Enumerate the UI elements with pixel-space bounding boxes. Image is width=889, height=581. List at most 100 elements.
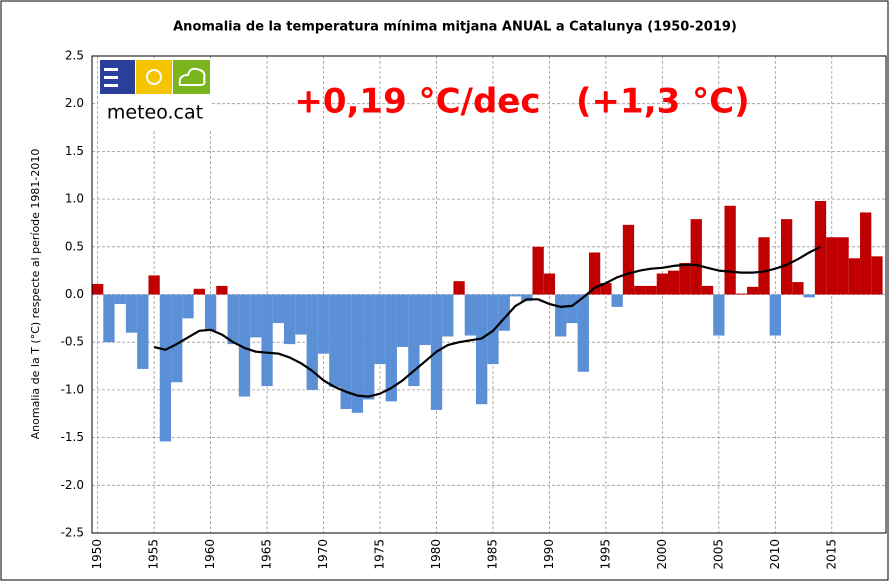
plot-border xyxy=(91,55,887,534)
x-tick-label: 2015 xyxy=(824,539,838,570)
bar xyxy=(735,293,748,295)
bar xyxy=(476,294,488,405)
x-tick-label: 2010 xyxy=(768,539,782,570)
logo-line xyxy=(104,84,118,87)
bar xyxy=(442,294,454,337)
bar xyxy=(543,273,556,295)
y-tick-label: -2.0 xyxy=(61,478,84,492)
bar xyxy=(577,294,589,372)
logo-line xyxy=(104,68,118,71)
bar xyxy=(532,246,544,295)
bar xyxy=(701,285,714,295)
bar xyxy=(679,263,691,295)
bar xyxy=(295,294,307,335)
bar xyxy=(566,294,578,324)
bar xyxy=(871,256,883,295)
bar xyxy=(600,283,612,295)
bar xyxy=(780,219,793,295)
x-tick-label: 1965 xyxy=(260,539,274,570)
bar xyxy=(137,294,149,369)
bar xyxy=(645,285,657,295)
y-tick-label: 1.5 xyxy=(65,144,84,158)
bar xyxy=(498,294,510,331)
bar xyxy=(317,294,330,354)
x-tick-label: 1990 xyxy=(542,539,556,570)
bar xyxy=(803,294,815,298)
bar xyxy=(555,294,567,337)
plot-area: -2.5 -2.0 -1.5 -1.0 -0.5 0.0 0.5 1.0 1.5 2.0 2.5 19… xyxy=(61,49,887,570)
bar xyxy=(419,294,431,346)
bar xyxy=(656,273,669,295)
bar xyxy=(103,294,115,343)
logo-yellow xyxy=(136,60,172,94)
x-tick-label: 2000 xyxy=(655,539,669,570)
bar xyxy=(159,294,172,442)
logo-sun xyxy=(146,69,162,85)
x-tick-label: 1975 xyxy=(373,539,387,570)
bar xyxy=(125,294,138,333)
logo-text: meteo.cat xyxy=(107,102,203,124)
bar xyxy=(272,294,285,324)
bar xyxy=(634,285,646,295)
bar xyxy=(92,284,104,295)
y-tick-label: -0.5 xyxy=(61,335,84,349)
logo-line xyxy=(104,76,118,79)
logo-cloud xyxy=(178,67,206,86)
y-axis-label: Anomalia de la T (°C) respecte al períod… xyxy=(29,149,42,440)
x-tick-label: 1955 xyxy=(147,539,161,570)
bar xyxy=(622,224,635,295)
bar xyxy=(826,237,838,295)
bar xyxy=(363,294,375,400)
bar xyxy=(306,294,318,390)
x-tick-label: 2005 xyxy=(711,539,725,570)
bar xyxy=(385,294,397,402)
bar xyxy=(690,219,702,295)
bar xyxy=(408,294,420,387)
x-tick-label: 1960 xyxy=(203,539,217,570)
bar xyxy=(713,294,725,336)
bar xyxy=(238,294,251,397)
bar xyxy=(114,294,126,305)
bar xyxy=(284,294,296,345)
bar xyxy=(396,294,409,347)
bar xyxy=(611,294,623,307)
bar xyxy=(250,294,262,338)
bar xyxy=(837,237,849,295)
x-tick-label: 1970 xyxy=(316,539,330,570)
x-tick-label: 1995 xyxy=(598,539,612,570)
y-tick-label: 0.5 xyxy=(65,239,84,253)
y-tick-label: 1.0 xyxy=(65,192,84,206)
bar xyxy=(216,285,228,295)
bar xyxy=(340,294,352,409)
bar xyxy=(329,294,341,388)
trend-line xyxy=(153,245,821,398)
bar xyxy=(509,294,522,297)
bar xyxy=(374,294,386,365)
bar xyxy=(521,294,533,302)
x-tick-label: 1985 xyxy=(485,539,499,570)
bar xyxy=(668,270,680,295)
y-tick-label: -1.0 xyxy=(61,382,84,396)
y-tick-label: -2.5 xyxy=(61,526,84,540)
bar xyxy=(182,294,194,319)
x-tick-label: 1950 xyxy=(90,539,104,570)
bar xyxy=(204,294,217,331)
bar xyxy=(848,258,861,295)
bar xyxy=(747,286,759,295)
x-tick-label: 1980 xyxy=(429,539,443,570)
bar xyxy=(758,237,770,295)
y-tick-label: -1.5 xyxy=(61,430,84,444)
logo: meteo.cat xyxy=(98,58,212,130)
bar xyxy=(724,205,736,295)
bar xyxy=(588,252,601,295)
bar xyxy=(792,282,804,295)
bar xyxy=(860,212,872,295)
y-tick-label: 0.0 xyxy=(65,287,84,301)
bar xyxy=(171,294,183,383)
bar xyxy=(227,294,239,345)
bar xyxy=(148,275,160,295)
annotation: +0,19 °C/dec (+1,3 °C) xyxy=(294,82,749,122)
bar xyxy=(464,294,477,336)
